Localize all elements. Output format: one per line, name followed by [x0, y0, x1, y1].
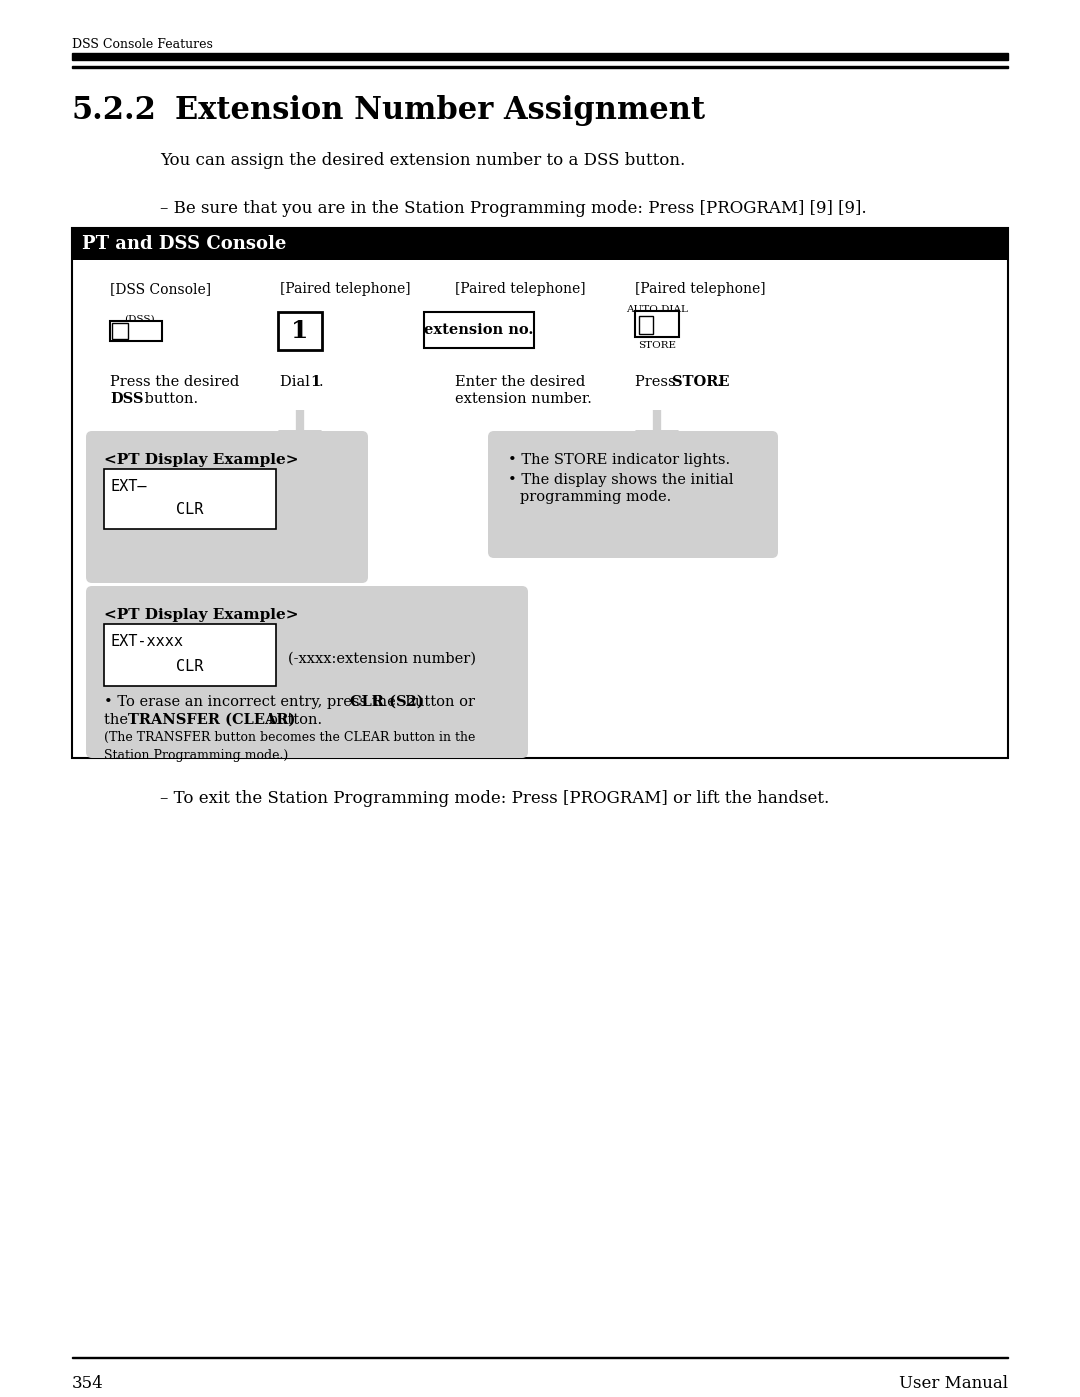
Bar	[112, 323, 129, 339]
Text: (-xxxx:extension number): (-xxxx:extension number)	[288, 652, 476, 666]
Text: [Paired telephone]: [Paired telephone]	[635, 282, 766, 296]
Text: STORE: STORE	[638, 341, 676, 351]
Text: button or: button or	[401, 694, 475, 710]
Text: 5.2.2: 5.2.2	[72, 95, 157, 126]
Text: button.: button.	[264, 712, 322, 726]
Text: [Paired telephone]: [Paired telephone]	[455, 282, 585, 296]
Text: <PT Display Example>: <PT Display Example>	[104, 453, 298, 467]
Text: AUTO DIAL: AUTO DIAL	[626, 305, 688, 314]
Bar	[72, 66, 1008, 68]
Bar	[635, 312, 679, 337]
Text: You can assign the desired extension number to a DSS button.: You can assign the desired extension num…	[160, 152, 685, 169]
FancyBboxPatch shape	[86, 585, 528, 759]
Text: Extension Number Assignment: Extension Number Assignment	[175, 95, 705, 126]
Text: 354: 354	[72, 1375, 104, 1391]
Text: PT and DSS Console: PT and DSS Console	[82, 235, 286, 253]
Text: CLR: CLR	[176, 502, 204, 517]
Bar	[278, 312, 322, 351]
Bar	[72, 228, 1008, 260]
Polygon shape	[635, 430, 679, 455]
Bar	[424, 312, 534, 348]
Text: EXT–: EXT–	[110, 479, 147, 495]
Text: CLR: CLR	[176, 659, 204, 673]
Bar	[72, 228, 1008, 759]
Text: User Manual: User Manual	[899, 1375, 1008, 1391]
Bar	[110, 321, 162, 341]
Text: .: .	[319, 374, 324, 388]
Text: DSS: DSS	[110, 393, 144, 407]
Bar	[72, 1356, 1008, 1358]
Text: (DSS): (DSS)	[124, 314, 154, 324]
Polygon shape	[278, 430, 322, 455]
Text: Enter the desired: Enter the desired	[455, 374, 585, 388]
Text: programming mode.: programming mode.	[519, 490, 672, 504]
Text: 1: 1	[292, 319, 309, 344]
Text: [Paired telephone]: [Paired telephone]	[280, 282, 410, 296]
Text: extension no.: extension no.	[424, 323, 534, 337]
Text: Dial: Dial	[280, 374, 314, 388]
Text: Press the desired: Press the desired	[110, 374, 240, 388]
Bar	[104, 469, 276, 529]
FancyBboxPatch shape	[488, 432, 778, 557]
Bar	[72, 53, 1008, 60]
Text: 1: 1	[310, 374, 321, 388]
Text: Press: Press	[635, 374, 680, 388]
Text: – Be sure that you are in the Station Programming mode: Press [PROGRAM] [9] [9].: – Be sure that you are in the Station Pr…	[160, 200, 866, 217]
Text: the: the	[104, 712, 133, 726]
Text: – To exit the Station Programming mode: Press [PROGRAM] or lift the handset.: – To exit the Station Programming mode: …	[160, 789, 829, 807]
Text: • To erase an incorrect entry, press the: • To erase an incorrect entry, press the	[104, 694, 401, 710]
Bar	[639, 316, 653, 334]
Text: button.: button.	[140, 393, 198, 407]
Text: STORE: STORE	[672, 374, 729, 388]
Text: EXT-xxxx: EXT-xxxx	[110, 634, 183, 650]
FancyBboxPatch shape	[86, 432, 368, 583]
Text: (The TRANSFER button becomes the CLEAR button in the
Station Programming mode.): (The TRANSFER button becomes the CLEAR b…	[104, 731, 475, 761]
Text: CLR (S2): CLR (S2)	[350, 694, 423, 710]
Text: DSS Console Features: DSS Console Features	[72, 38, 213, 52]
Text: TRANSFER (CLEAR): TRANSFER (CLEAR)	[129, 712, 295, 726]
Text: • The display shows the initial: • The display shows the initial	[508, 474, 733, 488]
Text: <PT Display Example>: <PT Display Example>	[104, 608, 298, 622]
Text: .: .	[717, 374, 721, 388]
Text: extension number.: extension number.	[455, 393, 592, 407]
Text: • The STORE indicator lights.: • The STORE indicator lights.	[508, 453, 730, 467]
Text: [DSS Console]: [DSS Console]	[110, 282, 211, 296]
Bar	[104, 624, 276, 686]
